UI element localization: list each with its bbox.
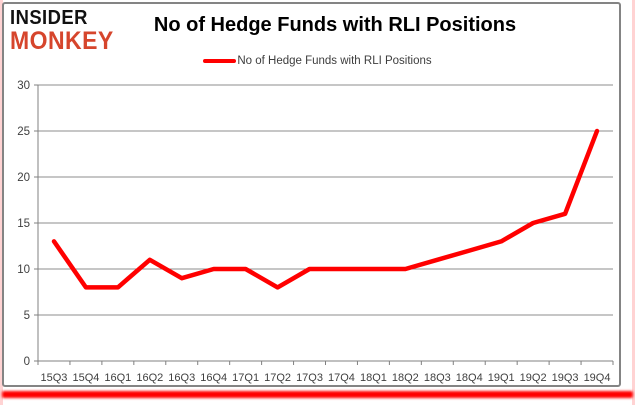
y-tick-label: 0 (24, 356, 30, 368)
x-tick-label: 18Q2 (392, 372, 419, 384)
bottom-red-bar (2, 391, 633, 398)
x-tick-label: 17Q2 (264, 372, 291, 384)
x-tick-label: 17Q4 (328, 372, 355, 384)
legend-line-marker (203, 59, 237, 63)
x-tick-label: 19Q3 (552, 372, 579, 384)
x-tick-label: 19Q4 (584, 372, 611, 384)
left-edge-glow (0, 0, 3, 405)
x-tick-label: 19Q1 (488, 372, 515, 384)
data-series-line (51, 128, 600, 290)
x-tick-label: 16Q4 (200, 372, 227, 384)
logo-word-monkey: MONKEY (10, 27, 114, 55)
x-tick-label: 15Q3 (41, 372, 68, 384)
chart-card (2, 2, 621, 387)
insider-monkey-logo: INSIDER MONKEY (10, 8, 114, 54)
x-tick-label: 16Q2 (136, 372, 163, 384)
x-tick-label: 19Q2 (520, 372, 547, 384)
x-tick-label: 16Q3 (168, 372, 195, 384)
chart-title: No of Hedge Funds with RLI Positions (153, 14, 517, 36)
legend-label: No of Hedge Funds with RLI Positions (237, 55, 432, 67)
x-tick-label: 17Q3 (296, 372, 323, 384)
x-tick-label: 18Q1 (360, 372, 387, 384)
legend: No of Hedge Funds with RLI Positions (0, 55, 635, 67)
x-tick-label: 15Q4 (72, 372, 99, 384)
x-tick-label: 18Q3 (424, 372, 451, 384)
y-tick-label: 25 (17, 126, 30, 138)
x-tick-label: 16Q1 (104, 372, 131, 384)
logo-word-insider: INSIDER (10, 7, 88, 29)
y-tick-label: 15 (17, 218, 30, 230)
right-edge-glow (632, 0, 635, 405)
y-tick-label: 5 (24, 310, 30, 322)
x-tick-label: 18Q4 (456, 372, 483, 384)
y-tick-label: 10 (17, 264, 30, 276)
x-tick-label: 17Q1 (232, 372, 259, 384)
y-tick-label: 20 (17, 172, 30, 184)
y-tick-label: 30 (17, 80, 30, 92)
